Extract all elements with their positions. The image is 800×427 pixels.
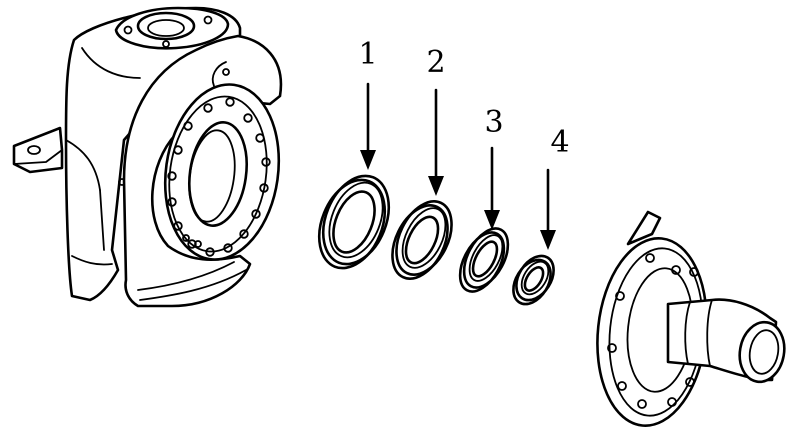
- callout-3: 3: [484, 105, 504, 230]
- callout-4: 4: [540, 125, 570, 250]
- callout-1: 1: [358, 37, 378, 170]
- seal-ring-2: [391, 200, 453, 280]
- seal-ring-3: [458, 227, 510, 293]
- hub-flange-spindle: [596, 210, 786, 427]
- callout-2: 2: [426, 45, 446, 196]
- callout-label-2: 2: [426, 45, 445, 80]
- steering-knuckle-housing: [12, 6, 283, 308]
- callout-label-4: 4: [550, 125, 569, 160]
- seal-ring-4: [512, 254, 555, 306]
- callout-label-3: 3: [484, 105, 503, 140]
- seal-ring-1: [317, 174, 391, 270]
- callout-label-1: 1: [358, 37, 377, 72]
